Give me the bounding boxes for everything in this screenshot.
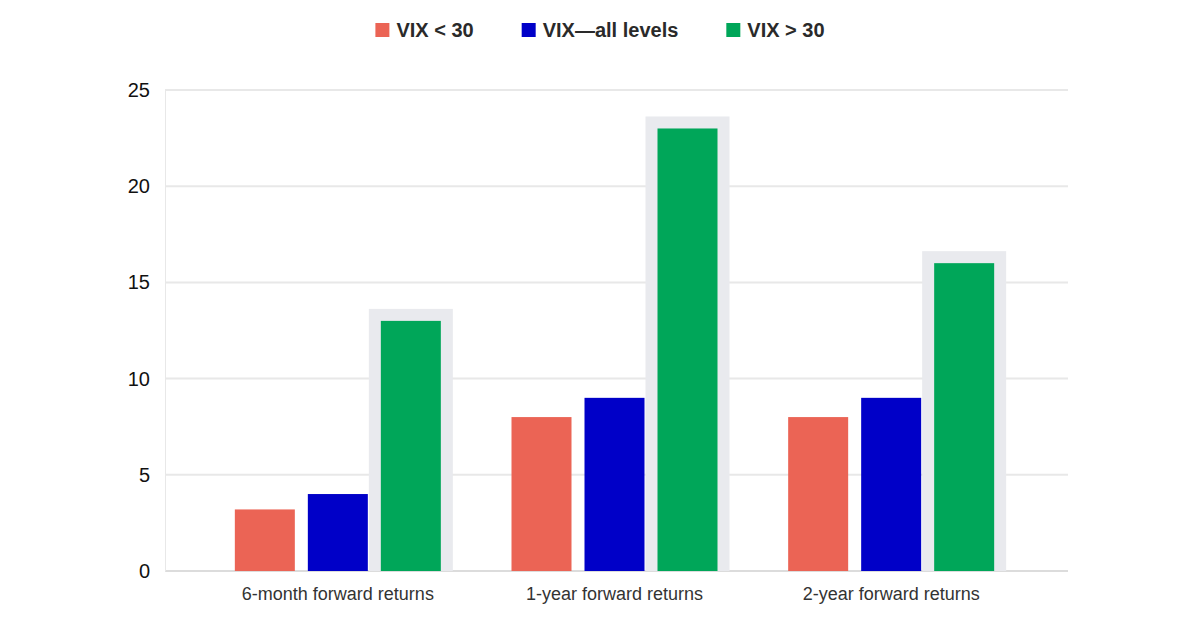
legend-label: VIX < 30 bbox=[396, 19, 473, 41]
legend-item: VIX > 30 bbox=[726, 19, 824, 41]
legend-label: VIX > 30 bbox=[747, 19, 824, 41]
y-axis-line bbox=[165, 91, 166, 572]
chart: 0 5 10 15 20 25 6-month forward returns 1-year … bbox=[0, 0, 1200, 628]
y-tick-label: 25 bbox=[128, 79, 150, 101]
bar bbox=[512, 417, 572, 571]
bar bbox=[308, 494, 368, 571]
legend-swatch bbox=[375, 23, 389, 37]
bars bbox=[235, 116, 1006, 571]
x-axis: 6-month forward returns 1-year forward re… bbox=[200, 571, 1030, 604]
y-tick-label: 20 bbox=[128, 175, 150, 197]
bar-highlight bbox=[369, 309, 453, 571]
bar bbox=[658, 128, 718, 571]
bar-highlight bbox=[922, 251, 1006, 571]
x-tick-label: 1-year forward returns bbox=[526, 584, 703, 604]
bar bbox=[381, 321, 441, 571]
y-tick-label: 0 bbox=[139, 560, 150, 582]
bar bbox=[861, 398, 921, 571]
x-axis-line bbox=[200, 571, 1030, 572]
x-tick-label: 6-month forward returns bbox=[242, 584, 434, 604]
legend-item: VIX—all levels bbox=[522, 19, 679, 41]
x-tick: 6-month forward returns bbox=[242, 571, 434, 604]
y-tick: 0 bbox=[139, 560, 165, 582]
legend-label: VIX—all levels bbox=[543, 19, 679, 41]
bar bbox=[934, 263, 994, 571]
y-tick: 10 bbox=[128, 368, 165, 390]
x-tick: 2-year forward returns bbox=[803, 571, 980, 604]
y-axis: 0 5 10 15 20 25 bbox=[128, 79, 166, 582]
grid bbox=[165, 90, 1068, 571]
legend-swatch bbox=[726, 23, 740, 37]
y-tick: 25 bbox=[128, 79, 165, 101]
bar bbox=[788, 417, 848, 571]
y-tick: 15 bbox=[128, 271, 165, 293]
y-tick: 20 bbox=[128, 175, 165, 197]
y-tick: 5 bbox=[139, 464, 165, 486]
bar-highlight bbox=[646, 116, 730, 571]
y-tick-label: 15 bbox=[128, 271, 150, 293]
grid-line bbox=[165, 185, 1068, 187]
bar bbox=[585, 398, 645, 571]
legend: VIX < 30 VIX—all levels VIX > 30 bbox=[375, 19, 824, 41]
y-tick-label: 5 bbox=[139, 464, 150, 486]
x-tick: 1-year forward returns bbox=[526, 571, 703, 604]
legend-swatch bbox=[522, 23, 536, 37]
y-tick-label: 10 bbox=[128, 368, 150, 390]
legend-item: VIX < 30 bbox=[375, 19, 473, 41]
grid-line bbox=[165, 89, 1068, 91]
x-tick-label: 2-year forward returns bbox=[803, 584, 980, 604]
bar bbox=[235, 509, 295, 571]
